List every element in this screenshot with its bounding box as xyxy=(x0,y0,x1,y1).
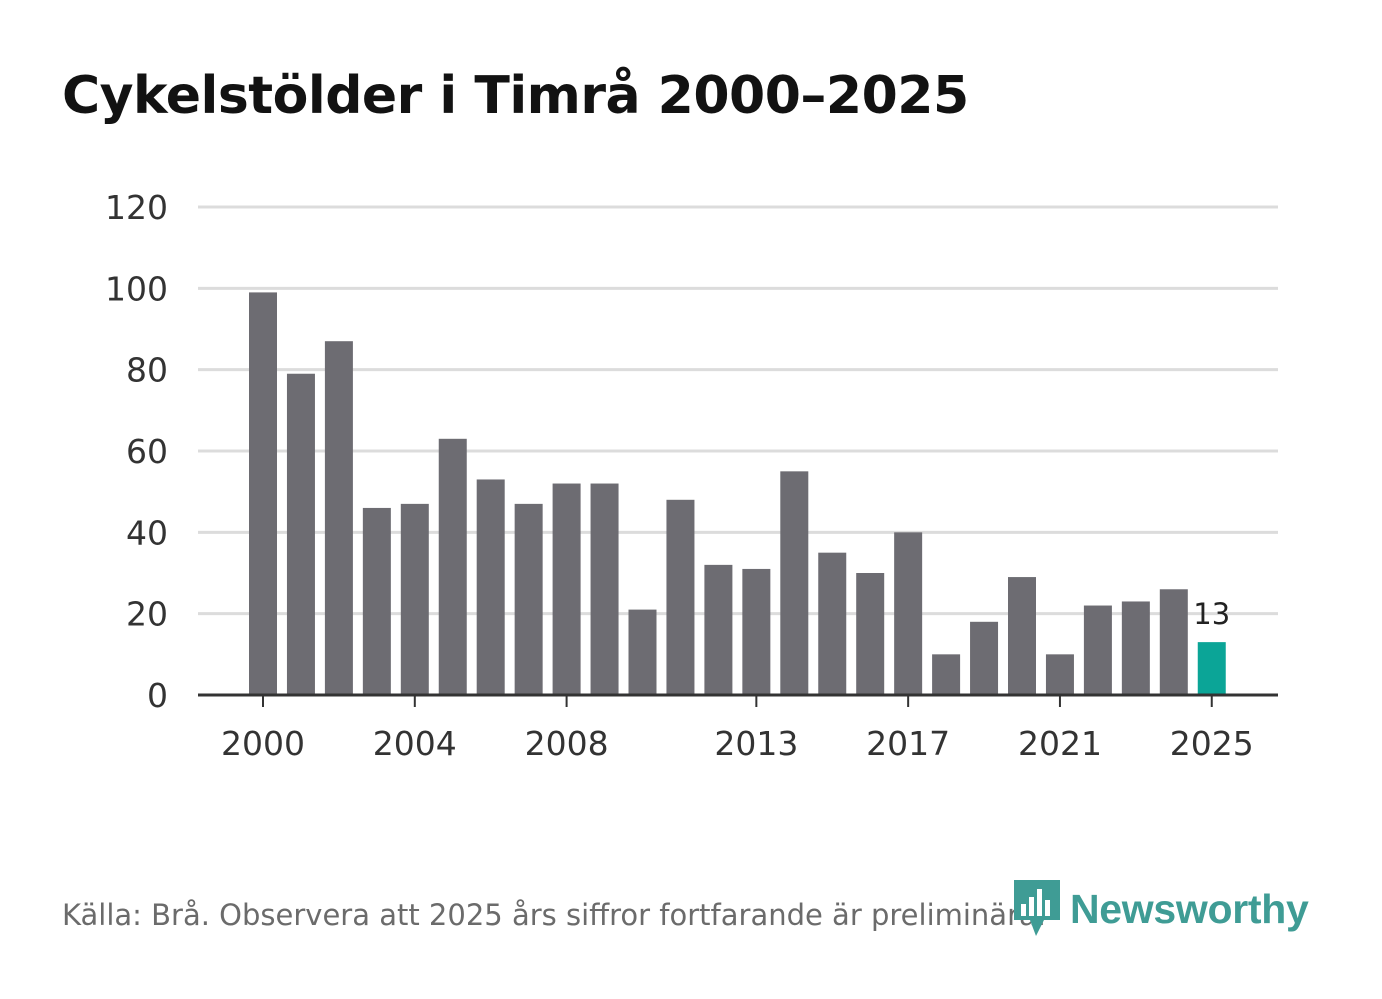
bar-2009 xyxy=(590,483,619,695)
bar-2005 xyxy=(438,438,467,695)
data-labels: 13 xyxy=(1193,597,1230,631)
gridlines xyxy=(198,205,1278,616)
bar-2004 xyxy=(400,503,429,695)
bar-2007 xyxy=(514,503,543,695)
bar-chart: 0 20 40 60 80 100 120 2000 2004 2008 2013 2017 2021… xyxy=(105,188,1278,763)
bar-2019 xyxy=(970,621,999,695)
y-tick-label-0: 0 xyxy=(147,676,168,715)
bar-2003 xyxy=(362,507,391,695)
x-tick-label-2017: 2017 xyxy=(866,724,950,763)
y-tick-label-80: 80 xyxy=(126,351,168,390)
x-tick-label-2021: 2021 xyxy=(1018,724,1102,763)
y-tick-label-60: 60 xyxy=(126,432,168,471)
bar-2002 xyxy=(324,341,353,695)
bar-2015 xyxy=(818,552,847,695)
bar-2024 xyxy=(1159,589,1188,695)
bar-2018 xyxy=(932,654,961,695)
bars xyxy=(249,292,1226,695)
data-label-2025: 13 xyxy=(1193,597,1230,631)
bar-2016 xyxy=(856,573,885,695)
bar-2012 xyxy=(704,564,733,695)
newsworthy-logo-icon xyxy=(1014,880,1060,936)
bar-2011 xyxy=(666,499,695,695)
bar-2020 xyxy=(1008,577,1036,695)
bar-2008 xyxy=(552,483,581,695)
x-tick-label-2008: 2008 xyxy=(525,724,609,763)
source-note: Källa: Brå. Observera att 2025 års siffr… xyxy=(62,898,1046,932)
x-axis-tick-labels: 2000 2004 2008 2013 2017 2021 2025 xyxy=(221,724,1254,763)
y-tick-label-120: 120 xyxy=(105,188,168,227)
y-axis-tick-labels: 0 20 40 60 80 100 120 xyxy=(105,188,168,715)
x-tick-label-2000: 2000 xyxy=(221,724,305,763)
bar-2017 xyxy=(894,532,923,695)
bar-2021 xyxy=(1045,654,1074,695)
y-tick-label-40: 40 xyxy=(126,513,168,552)
x-tick-label-2013: 2013 xyxy=(714,724,798,763)
bar-2022 xyxy=(1083,605,1112,695)
x-axis xyxy=(198,693,1278,707)
brand-name: Newsworthy xyxy=(1070,885,1309,932)
x-tick-label-2004: 2004 xyxy=(373,724,457,763)
bar-2000 xyxy=(249,292,277,695)
bar-2013 xyxy=(742,568,771,695)
bar-2025 xyxy=(1197,642,1226,695)
brand-logo: Newsworthy xyxy=(1012,878,1309,940)
y-tick-label-20: 20 xyxy=(126,595,168,634)
bar-2010 xyxy=(628,609,657,695)
bar-2014 xyxy=(780,471,809,695)
y-tick-label-100: 100 xyxy=(105,269,168,308)
bar-2023 xyxy=(1121,601,1150,695)
bar-2001 xyxy=(286,373,315,695)
chart-title: Cykelstölder i Timrå 2000–2025 xyxy=(62,66,969,126)
x-tick-label-2025: 2025 xyxy=(1170,724,1254,763)
bar-2006 xyxy=(476,479,505,695)
